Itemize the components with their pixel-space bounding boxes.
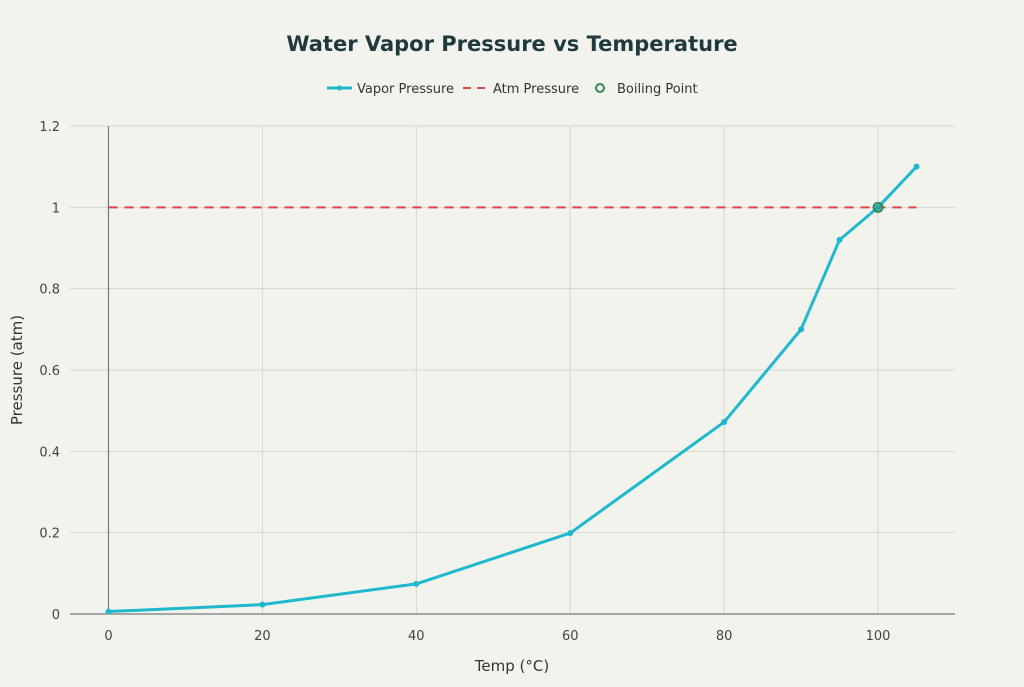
tick-labels: 0 0.2 0.4 0.6 0.8 1 1.2 0 20 40 60 80 100 [39, 120, 890, 644]
vapor-pressure-point [721, 419, 728, 426]
vapor-pressure-point [798, 326, 805, 333]
legend: Vapor Pressure Atm Pressure Boiling Point [327, 82, 698, 97]
boiling-point-marker [872, 201, 884, 213]
y-tick-label: 1.2 [39, 120, 60, 135]
vapor-pressure-point [836, 236, 843, 243]
series [105, 163, 920, 615]
vapor-pressure-point [413, 580, 420, 587]
legend-boiling-label: Boiling Point [617, 82, 698, 97]
legend-atm-label: Atm Pressure [493, 82, 579, 97]
legend-vapor-label: Vapor Pressure [357, 82, 454, 97]
vapor-pressure-line [108, 165, 918, 614]
x-tick-label: 40 [408, 629, 425, 644]
y-tick-label: 0.4 [39, 445, 60, 460]
x-tick-label: 80 [716, 629, 733, 644]
legend-boiling-swatch [595, 83, 605, 93]
y-axis-label: Pressure (atm) [8, 315, 26, 425]
y-tick-label: 0 [52, 608, 60, 623]
y-tick-label: 0.2 [39, 527, 60, 542]
x-tick-label: 20 [254, 629, 271, 644]
grid [70, 125, 955, 615]
x-tick-label: 0 [104, 629, 112, 644]
chart-title: Water Vapor Pressure vs Temperature [286, 32, 737, 56]
legend-vapor-marker [337, 85, 342, 91]
vapor-pressure-point [913, 163, 920, 170]
vapor-pressure-point [259, 601, 266, 608]
x-tick-label: 100 [866, 629, 891, 644]
x-axis-label: Temp (°C) [474, 657, 549, 675]
x-tick-label: 60 [562, 629, 579, 644]
y-tick-label: 0.6 [39, 364, 60, 379]
y-tick-label: 1 [52, 201, 60, 216]
vapor-pressure-point [875, 204, 882, 211]
vapor-pressure-point [105, 608, 112, 615]
y-tick-label: 0.8 [39, 283, 60, 298]
vapor-pressure-point [567, 530, 574, 537]
